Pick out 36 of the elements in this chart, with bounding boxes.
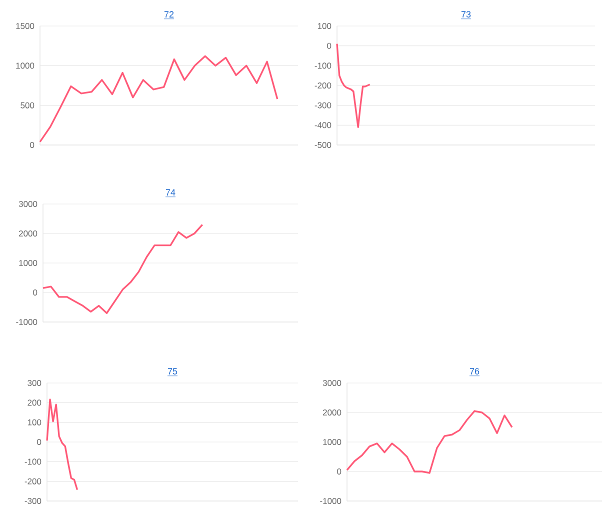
y-tick-label: 3000 — [322, 380, 342, 386]
y-tick-label: 0 — [327, 42, 332, 49]
y-tick-label: -1000 — [320, 498, 342, 504]
chart-title: 74 — [166, 189, 176, 196]
y-tick-label: -300 — [314, 102, 332, 108]
line-series — [46, 398, 78, 491]
y-tick-label: -500 — [314, 142, 332, 148]
y-tick-label: -1000 — [16, 318, 38, 325]
y-tick-label: 0 — [37, 438, 42, 445]
chart-title: 73 — [461, 11, 471, 18]
line-series — [39, 55, 278, 143]
chart-title: 76 — [470, 368, 480, 374]
y-tick-label: 100 — [318, 22, 332, 29]
y-tick-label: 1500 — [16, 22, 34, 29]
y-tick-label: -100 — [24, 458, 42, 465]
y-tick-label: 2000 — [322, 409, 342, 416]
y-tick-label: 3000 — [18, 200, 38, 207]
y-tick-label: 100 — [28, 419, 42, 426]
y-tick-label: 1000 — [323, 438, 342, 446]
y-tick-label: 1000 — [19, 260, 38, 266]
line-series — [346, 410, 513, 474]
y-tick-label: 0 — [337, 468, 342, 475]
y-tick-label: 200 — [28, 400, 42, 406]
y-tick-label: -400 — [314, 122, 332, 128]
y-tick-label: 1000 — [16, 62, 34, 69]
y-tick-label: 0 — [33, 289, 38, 296]
y-tick-label: 300 — [28, 380, 42, 386]
y-tick-label: -200 — [24, 478, 42, 484]
y-tick-label: -300 — [24, 498, 42, 504]
y-tick-label: -100 — [314, 62, 332, 69]
y-tick-label: 500 — [20, 102, 34, 108]
y-tick-label: -200 — [314, 82, 332, 88]
chart-title: 72 — [164, 11, 174, 18]
chart-title: 75 — [168, 368, 178, 374]
y-tick-label: 2000 — [18, 230, 38, 236]
y-tick-label: 0 — [30, 142, 34, 148]
